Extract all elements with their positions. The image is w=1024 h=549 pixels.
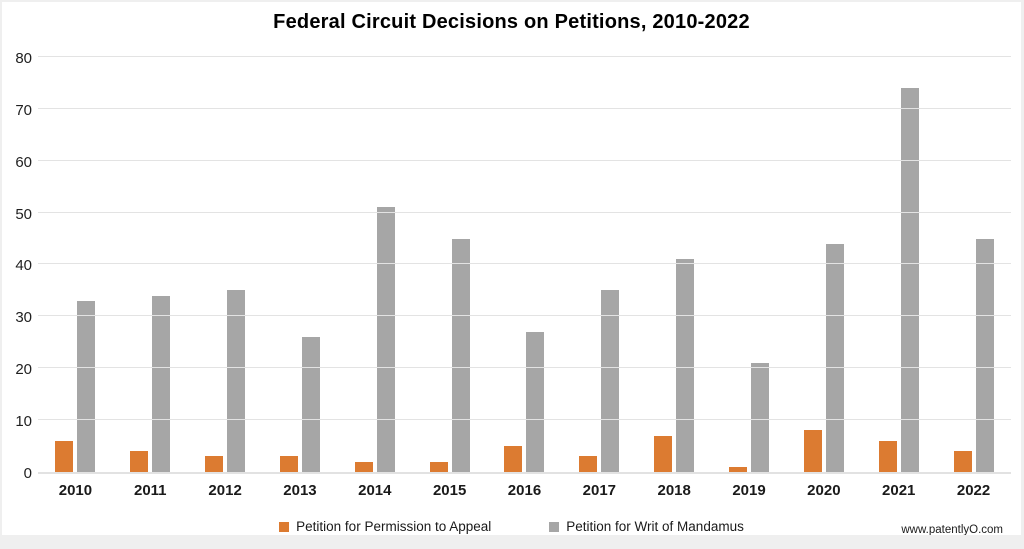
gridline-70 [38, 108, 1011, 109]
gridline-60 [38, 160, 1011, 161]
bar-mandamus-2016 [526, 332, 545, 472]
bar-group-2019 [712, 59, 787, 472]
bar-mandamus-2017 [601, 290, 620, 472]
x-tick-label-2016: 2016 [507, 482, 542, 499]
bar-permission-2015 [429, 462, 448, 472]
x-tick-label-2012: 2012 [208, 482, 242, 499]
bar-mandamus-2022 [975, 239, 994, 472]
bar-group-2022 [936, 59, 1011, 472]
legend-label-permission: Petition for Permission to Appeal [296, 519, 492, 534]
bar-mandamus-2012 [227, 290, 246, 472]
bar-mandamus-2014 [376, 207, 395, 472]
bar-permission-2014 [354, 462, 373, 472]
bar-groups-row [38, 59, 1011, 472]
x-tick-label-2021: 2021 [882, 482, 916, 499]
bar-permission-2022 [953, 451, 972, 472]
legend-item-mandamus: Petition for Writ of Mandamus [549, 519, 744, 534]
legend-swatch-mandamus [549, 521, 560, 532]
x-tick-label-2019: 2019 [732, 482, 766, 499]
chart-title: Federal Circuit Decisions on Petitions, … [273, 11, 750, 33]
y-tick-label-50: 50 [15, 206, 32, 223]
chart-panel: Federal Circuit Decisions on Petitions, … [2, 2, 1021, 542]
gridline-10 [38, 419, 1011, 420]
gridline-30 [38, 315, 1011, 316]
x-axis: 2010 2011 2012 2013 2014 2015 2016 2017 2018 2019… [38, 482, 1011, 504]
bar-mandamus-2013 [301, 337, 320, 472]
y-tick-label-70: 70 [15, 102, 32, 119]
bar-permission-2016 [504, 446, 523, 472]
bar-group-2011 [113, 59, 188, 472]
bar-group-2021 [861, 59, 936, 472]
plot-area [38, 56, 1011, 474]
y-tick-label-0: 0 [23, 465, 32, 482]
x-tick-label-2018: 2018 [657, 482, 691, 499]
x-tick-label-2017: 2017 [582, 482, 617, 499]
x-tick-label-2013: 2013 [283, 482, 317, 499]
x-tick-label-2010: 2010 [58, 482, 93, 499]
legend-label-mandamus: Petition for Writ of Mandamus [566, 519, 744, 534]
bar-mandamus-2019 [751, 363, 770, 472]
bar-permission-2017 [579, 456, 598, 472]
y-axis: 0 10 20 30 40 50 60 70 80 [2, 51, 32, 482]
bar-permission-2018 [654, 436, 673, 472]
y-tick-label-30: 30 [15, 309, 32, 326]
bar-mandamus-2020 [825, 244, 844, 472]
bar-permission-2012 [205, 456, 224, 472]
bar-permission-2013 [279, 456, 298, 472]
bar-group-2016 [487, 59, 562, 472]
bar-permission-2011 [130, 451, 149, 472]
bar-permission-2020 [803, 430, 822, 472]
bar-mandamus-2010 [77, 301, 96, 472]
bar-group-2010 [38, 59, 113, 472]
legend: Petition for Permission to Appeal Petitio… [2, 519, 1021, 534]
bar-permission-2010 [55, 441, 74, 472]
bar-group-2013 [263, 59, 338, 472]
y-tick-label-80: 80 [15, 50, 32, 67]
bar-mandamus-2011 [152, 296, 171, 472]
legend-swatch-permission [279, 521, 290, 532]
x-tick-label-2014: 2014 [358, 482, 392, 499]
x-tick-label-2011: 2011 [133, 482, 167, 499]
y-tick-label-10: 10 [15, 413, 32, 430]
bar-mandamus-2021 [900, 88, 919, 472]
y-tick-label-60: 60 [15, 154, 32, 171]
bar-group-2020 [786, 59, 861, 472]
bar-group-2012 [188, 59, 263, 472]
x-tick-label-2022: 2022 [956, 482, 991, 499]
bar-permission-2021 [878, 441, 897, 472]
gridline-40 [38, 263, 1011, 264]
bar-group-2015 [412, 59, 487, 472]
bar-permission-2019 [729, 467, 748, 472]
gridline-20 [38, 367, 1011, 368]
x-tick-label-2015: 2015 [432, 482, 467, 499]
bar-group-2014 [337, 59, 412, 472]
bar-mandamus-2018 [676, 259, 695, 472]
bottom-border [2, 535, 1021, 542]
y-tick-label-40: 40 [15, 257, 32, 274]
gridline-80 [38, 56, 1011, 57]
y-tick-label-20: 20 [15, 361, 32, 378]
x-tick-label-2020: 2020 [807, 482, 841, 499]
bar-mandamus-2015 [451, 239, 470, 472]
bar-group-2018 [637, 59, 712, 472]
source-url: www.patentlyO.com [901, 524, 1003, 536]
legend-item-permission: Petition for Permission to Appeal [279, 519, 491, 534]
gridline-50 [38, 212, 1011, 213]
bar-group-2017 [562, 59, 637, 472]
